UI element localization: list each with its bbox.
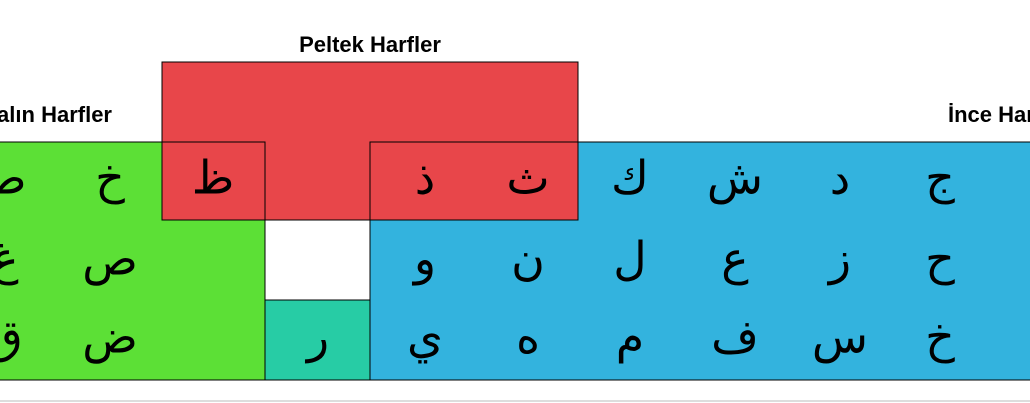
letter: غ <box>0 232 19 286</box>
letter: ن <box>511 232 545 286</box>
letter: ر <box>305 310 329 364</box>
letter: ذ <box>415 151 435 205</box>
letter: ث <box>506 151 549 205</box>
letter: ع <box>721 232 748 286</box>
group-title: Kalın Harfler <box>0 102 112 127</box>
letter: ك <box>611 151 649 205</box>
letter: ح <box>925 232 955 286</box>
letter: ه <box>516 310 540 364</box>
letter: ظ <box>192 151 235 205</box>
letter: د <box>830 151 850 205</box>
letter: ج <box>925 151 955 205</box>
letter: ش <box>707 151 763 205</box>
letter: ف <box>711 310 759 364</box>
letter: ق <box>0 310 23 364</box>
letter: ل <box>613 232 646 286</box>
peltek-cell <box>369 141 579 221</box>
letter: خ <box>95 151 125 205</box>
letter: خ <box>925 310 955 364</box>
other-cell <box>264 299 371 381</box>
letter: ض <box>82 310 138 365</box>
group-title: İnce Harfler <box>948 102 1030 127</box>
letter: ي <box>407 310 443 364</box>
letter: ز <box>827 232 851 286</box>
letter: ط <box>0 151 26 205</box>
letter: و <box>412 232 436 287</box>
letter: ص <box>82 232 138 287</box>
letter: م <box>616 310 644 364</box>
peltek-cell <box>161 141 266 221</box>
letter: س <box>812 310 868 364</box>
empty-cell <box>264 219 371 301</box>
group-title: Peltek Harfler <box>299 32 441 57</box>
